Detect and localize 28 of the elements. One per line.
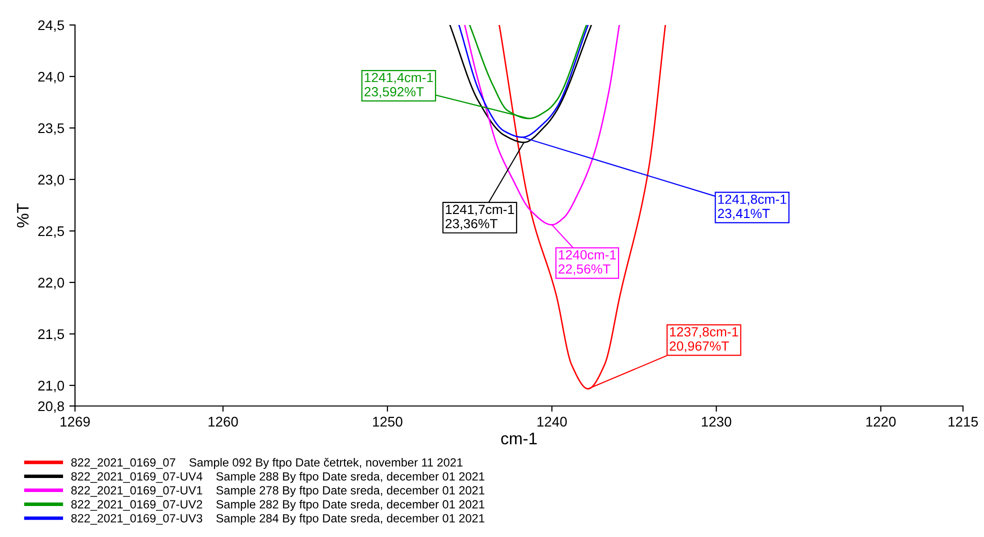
x-tick-label: 1269	[60, 416, 90, 427]
y-tick-label: 22,5	[38, 226, 64, 238]
annotation: 1241,4cm-1 23,592%T	[364, 72, 433, 98]
x-tick-label: 1215	[948, 416, 978, 427]
x-tick-label: 1250	[373, 416, 402, 427]
y-tick-label: 21,0	[38, 380, 64, 392]
annotation: 1240cm-1 22,56%T	[558, 250, 616, 276]
y-tick-label: 21,5	[38, 329, 64, 341]
annotation: 1241,7cm-1 23,36%T	[446, 204, 514, 230]
legend-label: 822_2021_0169_07-UV2 Sample 282 By ftpo Date sreda, december 01 2021	[71, 500, 484, 511]
y-tick-label: 20,8	[38, 401, 64, 413]
legend-label: 822_2021_0169_07-UV1 Sample 278 By ftpo Date sreda, december 01 2021	[71, 486, 484, 497]
legend-label: 822_2021_0169_07 Sample 092 By ftpo Date četrtek, november 11 2021	[71, 458, 462, 469]
y-tick-label: 22,0	[38, 278, 64, 290]
x-tick-label: 1220	[866, 416, 896, 427]
legend-label: 822_2021_0169_07-UV3 Sample 284 By ftpo Date sreda, december 01 2021	[71, 514, 484, 525]
y-tick-label: 24,5	[38, 20, 64, 32]
annotation: 1241,8cm-1 23,41%T	[718, 194, 786, 220]
y-axis-title: %T	[16, 203, 29, 228]
x-tick-label: 1240	[538, 416, 567, 427]
x-tick-label: 1230	[702, 416, 732, 427]
x-axis-title: cm-1	[501, 432, 537, 444]
y-tick-label: 23,0	[38, 174, 64, 186]
y-tick-label: 24,0	[38, 72, 64, 84]
legend-label: 822_2021_0169_07-UV4 Sample 288 By ftpo Date sreda, december 01 2021	[71, 472, 484, 483]
y-tick-label: 23,5	[38, 123, 64, 135]
x-tick-label: 1260	[208, 416, 238, 427]
annotation: 1237,8cm-1 20,967%T	[670, 327, 738, 352]
